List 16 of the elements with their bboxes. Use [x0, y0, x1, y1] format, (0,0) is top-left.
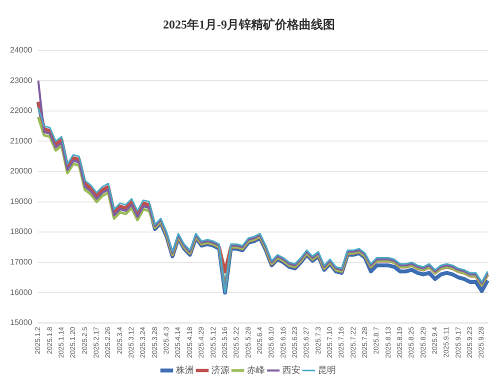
y-tick-label: 19000	[10, 196, 33, 206]
legend-label: 赤峰	[246, 364, 265, 375]
legend-label: 西安	[282, 364, 300, 375]
y-tick-label: 23000	[10, 76, 33, 85]
legend-label: 株洲	[174, 364, 194, 375]
y-tick-label: 22000	[10, 106, 33, 116]
legend-label: 济源	[211, 364, 230, 375]
y-tick-label: 15000	[10, 318, 33, 328]
y-tick-label: 20000	[10, 166, 33, 176]
y-tick-label: 16000	[10, 288, 33, 297]
y-tick-label: 24000	[10, 46, 33, 55]
y-tick-label: 17000	[10, 258, 33, 267]
chart-title: 2025年1月-9月锌精矿价格曲线图	[163, 17, 335, 32]
y-tick-label: 21000	[10, 136, 33, 146]
y-tick-label: 18000	[10, 227, 33, 236]
legend-label: 昆明	[318, 364, 336, 375]
